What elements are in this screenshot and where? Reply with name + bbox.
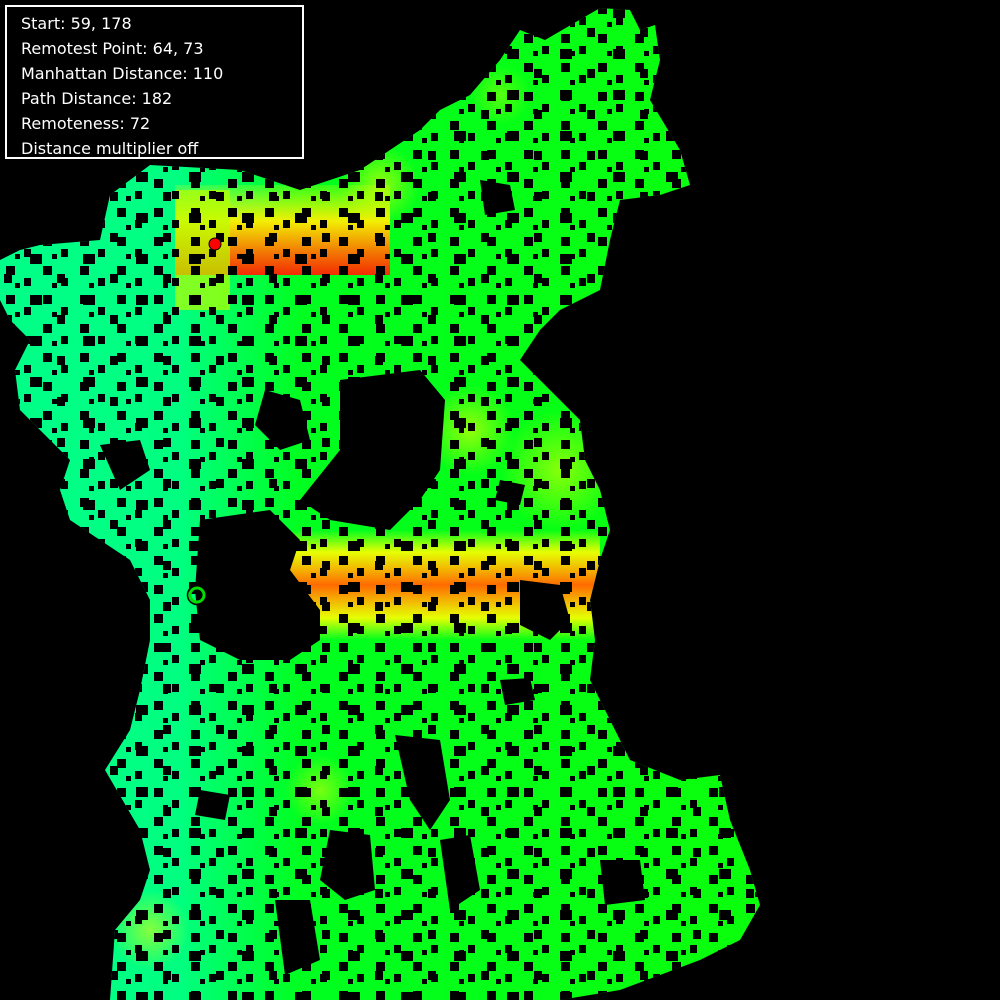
start-label: Start: 59, 178: [21, 14, 132, 33]
manhattan-distance-label: Manhattan Distance: 110: [21, 64, 224, 83]
start-point-marker: [188, 586, 206, 604]
remotest-point-marker: [208, 237, 222, 251]
remotest-point-label: Remotest Point: 64, 73: [21, 39, 204, 58]
info-panel: Start: 59, 178 Remotest Point: 64, 73 Ma…: [5, 5, 304, 159]
remoteness-label: Remoteness: 72: [21, 114, 151, 133]
distance-multiplier-label: Distance multiplier off: [21, 139, 199, 158]
path-distance-label: Path Distance: 182: [21, 89, 173, 108]
